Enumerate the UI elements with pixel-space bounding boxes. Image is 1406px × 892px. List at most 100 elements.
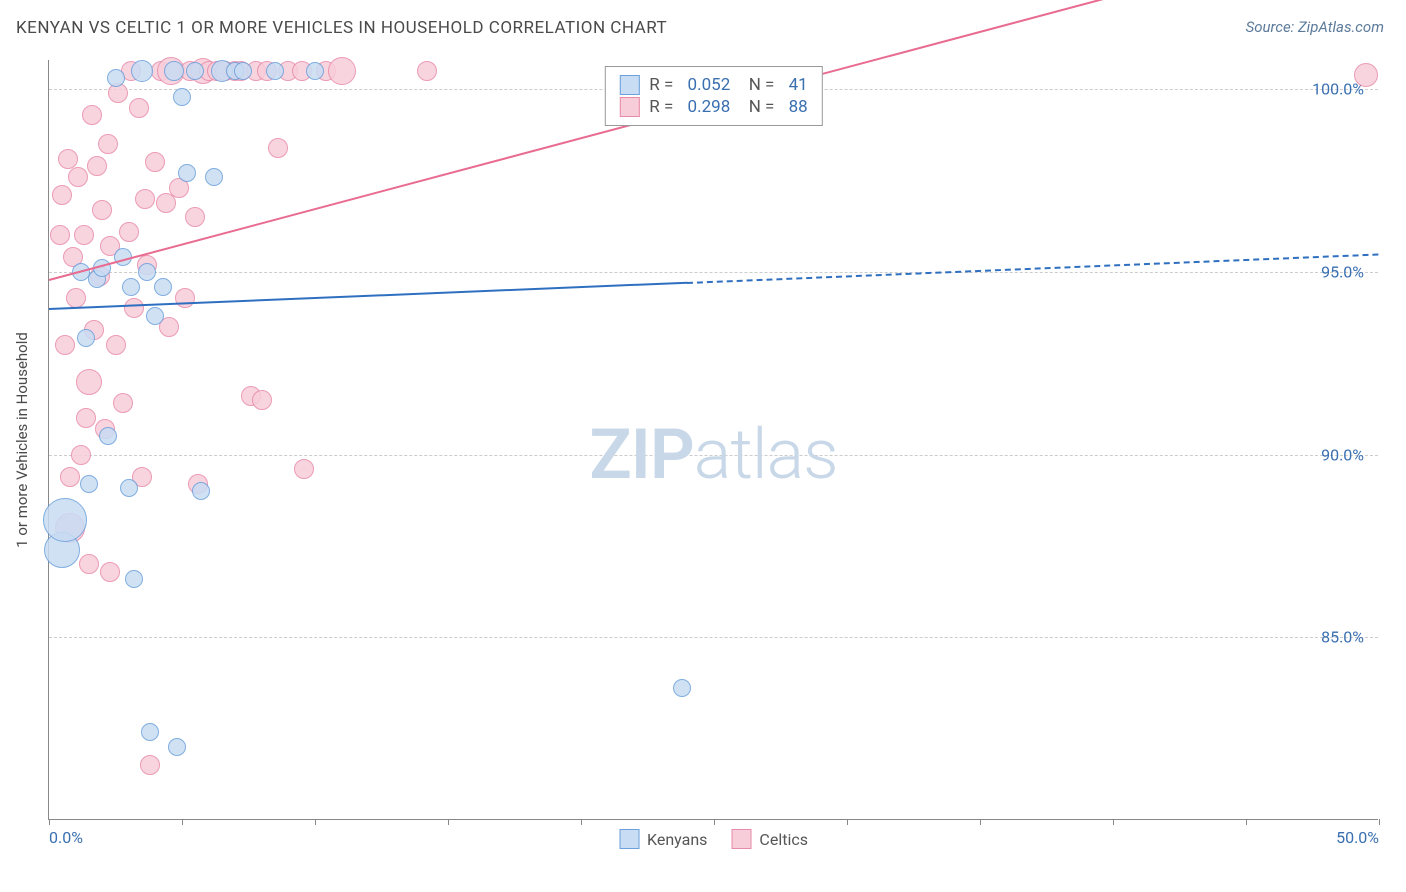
- kenyan-marker: [146, 307, 164, 325]
- n-value-celtics: 88: [789, 97, 808, 117]
- kenyan-marker: [306, 62, 324, 80]
- y-axis-label: 1 or more Vehicles in Household: [13, 332, 31, 548]
- kenyan-marker: [80, 475, 98, 493]
- legend-label-kenyans: Kenyans: [647, 830, 707, 849]
- watermark-bold: ZIP: [589, 414, 693, 496]
- celtic-marker: [87, 156, 107, 176]
- source-label: Source: ZipAtlas.com: [1246, 18, 1384, 36]
- celtic-marker: [79, 554, 99, 574]
- celtic-marker: [52, 185, 72, 205]
- kenyan-marker: [43, 498, 87, 542]
- kenyan-marker: [192, 482, 210, 500]
- celtic-marker: [140, 755, 160, 775]
- x-tick: [315, 819, 316, 825]
- kenyan-marker: [234, 62, 252, 80]
- kenyan-marker: [178, 164, 196, 182]
- kenyan-marker: [673, 679, 691, 697]
- y-tick-label: 90.0%: [1321, 445, 1364, 464]
- legend-label-celtics: Celtics: [759, 830, 808, 849]
- celtic-marker: [119, 222, 139, 242]
- kenyan-marker: [99, 427, 117, 445]
- celtic-marker: [328, 57, 356, 85]
- grid-line: [49, 272, 1378, 273]
- y-tick-label: 95.0%: [1321, 262, 1364, 281]
- celtic-marker: [82, 105, 102, 125]
- celtic-marker: [92, 200, 112, 220]
- r-value-celtics: 0.298: [688, 97, 731, 117]
- swatch-celtics-b: [731, 829, 751, 849]
- kenyan-marker: [107, 69, 125, 87]
- chart-plot-area: ZIPatlas R = 0.052 N = 41 R = 0.298 N = …: [48, 60, 1378, 820]
- swatch-celtics: [619, 97, 639, 117]
- x-tick-label: 0.0%: [49, 828, 83, 847]
- kenyan-marker: [266, 62, 284, 80]
- celtic-marker: [50, 225, 70, 245]
- x-tick: [448, 819, 449, 825]
- kenyan-marker: [131, 60, 153, 82]
- celtic-marker: [145, 152, 165, 172]
- celtic-marker: [294, 459, 314, 479]
- kenyan-marker: [173, 88, 191, 106]
- chart-title: KENYAN VS CELTIC 1 OR MORE VEHICLES IN H…: [16, 18, 667, 38]
- celtic-marker: [58, 149, 78, 169]
- kenyan-marker: [138, 263, 156, 281]
- x-tick-label: 50.0%: [1336, 828, 1379, 847]
- kenyan-marker: [120, 479, 138, 497]
- y-tick-label: 85.0%: [1321, 628, 1364, 647]
- x-tick: [714, 819, 715, 825]
- celtic-marker: [100, 562, 120, 582]
- watermark: ZIPatlas: [589, 414, 837, 496]
- series-legend: Kenyans Celtics: [619, 829, 808, 849]
- trend-line: [687, 254, 1379, 284]
- celtic-marker: [417, 61, 437, 81]
- celtic-marker: [106, 335, 126, 355]
- celtic-marker: [74, 225, 94, 245]
- celtic-marker: [252, 390, 272, 410]
- legend-item-kenyans: Kenyans: [619, 829, 707, 849]
- x-tick: [980, 819, 981, 825]
- swatch-kenyans: [619, 75, 639, 95]
- celtic-marker: [66, 288, 86, 308]
- correlation-legend: R = 0.052 N = 41 R = 0.298 N = 88: [604, 66, 822, 126]
- celtic-marker: [68, 167, 88, 187]
- celtic-marker: [76, 408, 96, 428]
- x-tick: [49, 819, 50, 825]
- celtic-marker: [129, 98, 149, 118]
- x-tick: [1246, 819, 1247, 825]
- kenyan-marker: [186, 62, 204, 80]
- grid-line: [49, 455, 1378, 456]
- celtic-marker: [268, 138, 288, 158]
- watermark-light: atlas: [694, 414, 838, 496]
- celtic-marker: [55, 335, 75, 355]
- grid-line: [49, 637, 1378, 638]
- x-tick: [1379, 819, 1380, 825]
- legend-row-celtics: R = 0.298 N = 88: [619, 97, 807, 117]
- kenyan-marker: [154, 278, 172, 296]
- kenyan-marker: [168, 738, 186, 756]
- celtic-marker: [113, 393, 133, 413]
- legend-row-kenyans: R = 0.052 N = 41: [619, 75, 807, 95]
- kenyan-marker: [122, 278, 140, 296]
- kenyan-marker: [205, 168, 223, 186]
- kenyan-marker: [141, 723, 159, 741]
- legend-item-celtics: Celtics: [731, 829, 808, 849]
- celtic-marker: [1354, 63, 1378, 87]
- celtic-marker: [60, 467, 80, 487]
- celtic-marker: [98, 134, 118, 154]
- celtic-marker: [76, 369, 102, 395]
- celtic-marker: [135, 189, 155, 209]
- kenyan-marker: [125, 570, 143, 588]
- n-value-kenyans: 41: [789, 75, 808, 95]
- trend-line: [49, 282, 687, 310]
- celtic-marker: [185, 207, 205, 227]
- x-tick: [182, 819, 183, 825]
- celtic-marker: [71, 445, 91, 465]
- celtic-marker: [124, 298, 144, 318]
- x-tick: [1113, 819, 1114, 825]
- r-value-kenyans: 0.052: [688, 75, 731, 95]
- kenyan-marker: [77, 329, 95, 347]
- swatch-kenyans-b: [619, 829, 639, 849]
- kenyan-marker: [164, 61, 184, 81]
- x-tick: [581, 819, 582, 825]
- x-tick: [847, 819, 848, 825]
